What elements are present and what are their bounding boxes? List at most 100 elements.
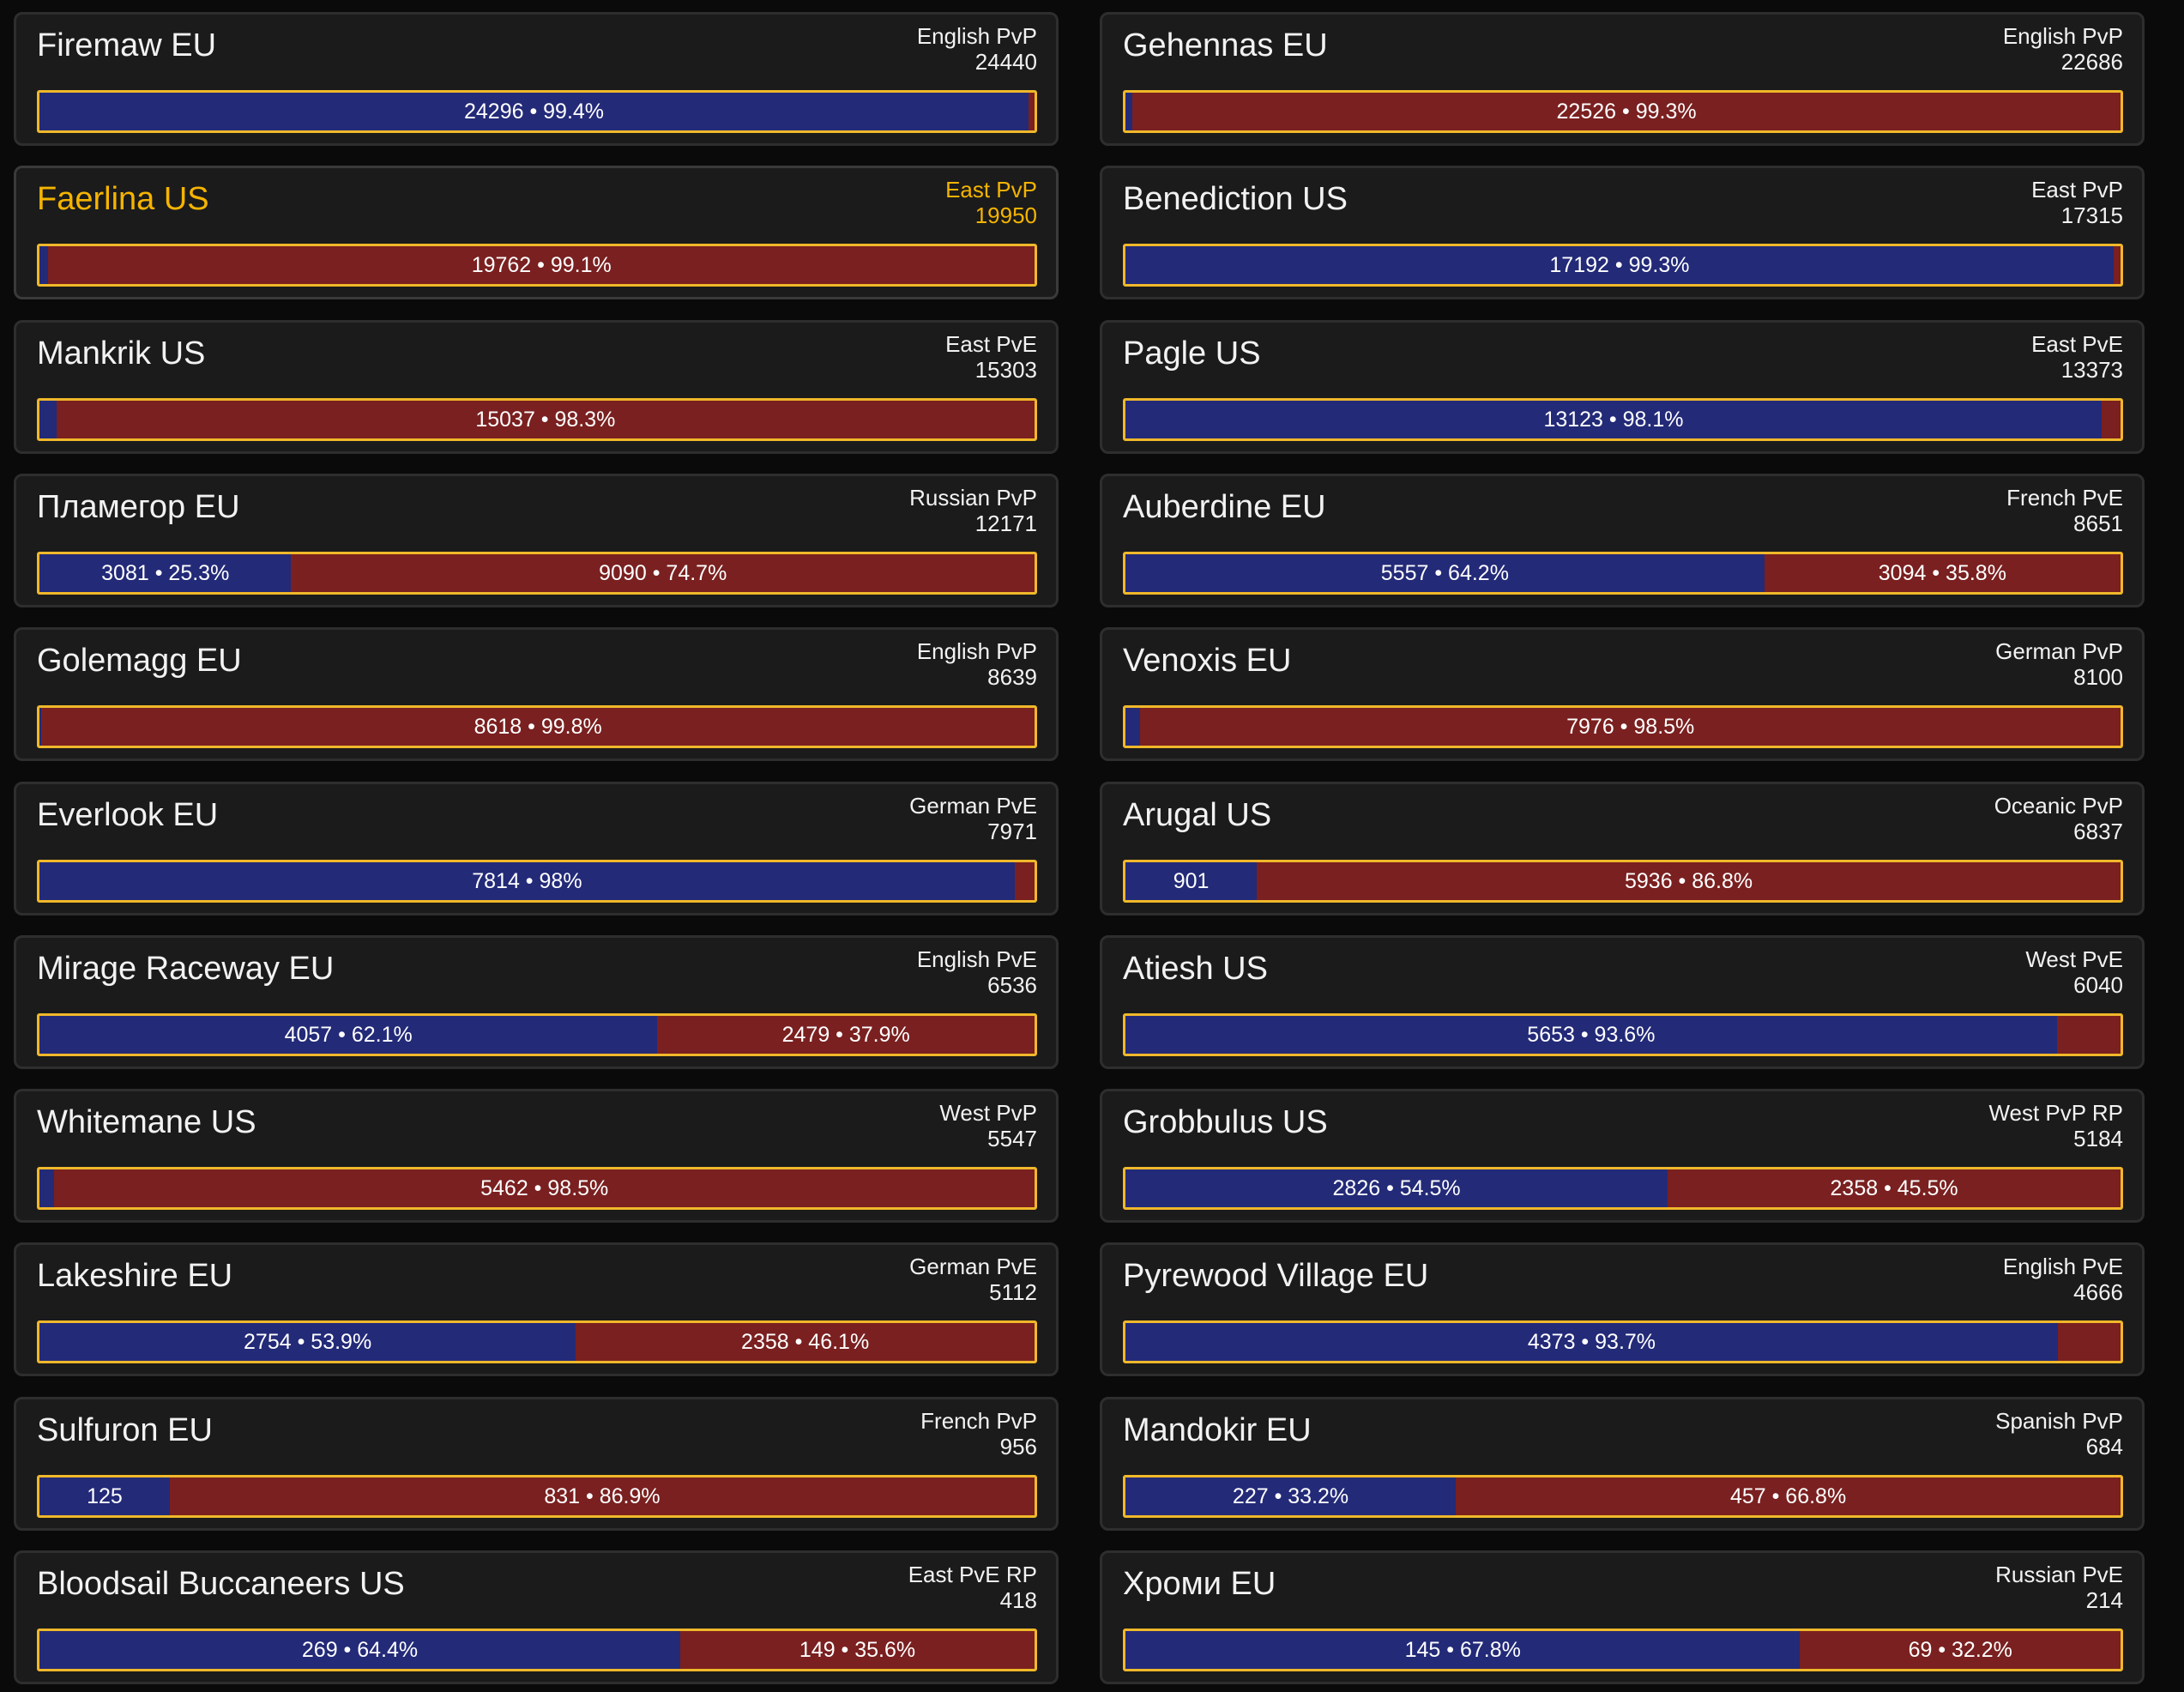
- realm-card[interactable]: Mankrik US East PvE 15303 15037 • 98.3%: [14, 320, 1059, 454]
- realm-name: Faerlina US: [37, 181, 209, 217]
- horde-segment: 7976 • 98.5%: [1140, 708, 2121, 746]
- realm-card[interactable]: Gehennas EU English PvP 22686 22526 • 99.3%: [1100, 12, 2145, 146]
- realm-card[interactable]: Auberdine EU French PvE 8651 5557 • 64.2% 30…: [1100, 474, 2145, 607]
- alliance-segment: 2826 • 54.5%: [1125, 1169, 1668, 1207]
- realm-card[interactable]: Хроми EU Russian PvE 214 145 • 67.8% 69 • 32…: [1100, 1550, 2145, 1684]
- alliance-segment: 145 • 67.8%: [1125, 1631, 1801, 1669]
- realm-type: Spanish PvP: [1995, 1408, 2123, 1434]
- faction-balance-bar: 2826 • 54.5% 2358 • 45.5%: [1123, 1167, 2123, 1210]
- horde-segment: 3094 • 35.8%: [1764, 554, 2121, 592]
- realm-type: West PvP: [939, 1100, 1037, 1126]
- realm-card[interactable]: Пламегор EU Russian PvP 12171 3081 • 25.3% 9…: [14, 474, 1059, 607]
- alliance-segment: 24296 • 99.4%: [39, 93, 1029, 130]
- alliance-segment: [39, 246, 49, 284]
- realm-type: English PvP: [916, 638, 1037, 664]
- realm-card[interactable]: Mirage Raceway EU English PvE 6536 4057 • 6…: [14, 935, 1059, 1069]
- realm-total: 13373: [2060, 357, 2123, 383]
- realm-type: English PvP: [2002, 23, 2123, 49]
- horde-segment: 22526 • 99.3%: [1132, 93, 2121, 130]
- realm-card[interactable]: Grobbulus US West PvP RP 5184 2826 • 54.5% 2…: [1100, 1089, 2145, 1223]
- horde-segment: 9090 • 74.7%: [291, 554, 1035, 592]
- realm-card[interactable]: Benediction US East PvP 17315 17192 • 99.3%: [1100, 166, 2145, 299]
- alliance-segment: [39, 401, 57, 438]
- realm-type: Oceanic PvP: [1994, 793, 2123, 819]
- realm-card[interactable]: Whitemane US West PvP 5547 5462 • 98.5%: [14, 1089, 1059, 1223]
- realm-type: West PvP RP: [1988, 1100, 2123, 1126]
- realm-card[interactable]: Everlook EU German PvE 7971 7814 • 98%: [14, 782, 1059, 915]
- alliance-segment: 3081 • 25.3%: [39, 554, 292, 592]
- alliance-segment: 901: [1125, 862, 1258, 900]
- faction-balance-bar: 145 • 67.8% 69 • 32.2%: [1123, 1629, 2123, 1671]
- alliance-segment: 7814 • 98%: [39, 862, 1015, 900]
- horde-segment: [2101, 401, 2121, 438]
- horde-segment: 5462 • 98.5%: [54, 1169, 1035, 1207]
- realm-total: 5112: [989, 1279, 1037, 1305]
- faction-balance-bar: 3081 • 25.3% 9090 • 74.7%: [37, 552, 1037, 595]
- realm-card[interactable]: Atiesh US West PvE 6040 5653 • 93.6%: [1100, 935, 2145, 1069]
- realm-total: 5547: [987, 1126, 1037, 1151]
- faction-balance-bar: 5653 • 93.6%: [1123, 1013, 2123, 1056]
- realm-total: 22686: [2060, 49, 2123, 75]
- faction-balance-bar: 125 831 • 86.9%: [37, 1475, 1037, 1518]
- realm-card[interactable]: Golemagg EU English PvP 8639 8618 • 99.8%: [14, 627, 1059, 761]
- horde-segment: [2113, 246, 2121, 284]
- realm-card[interactable]: Faerlina US East PvP 19950 19762 • 99.1%: [14, 166, 1059, 299]
- realm-type: East PvP: [2031, 177, 2123, 202]
- realm-name: Sulfuron EU: [37, 1412, 213, 1448]
- horde-segment: 5936 • 86.8%: [1257, 862, 2121, 900]
- realm-card[interactable]: Firemaw EU English PvP 24440 24296 • 99.4%: [14, 12, 1059, 146]
- horde-segment: 831 • 86.9%: [169, 1477, 1035, 1515]
- realm-total: 956: [999, 1434, 1037, 1459]
- faction-balance-bar: 24296 • 99.4%: [37, 90, 1037, 133]
- realm-card[interactable]: Venoxis EU German PvP 8100 7976 • 98.5%: [1100, 627, 2145, 761]
- realm-name: Atiesh US: [1123, 951, 1268, 987]
- realm-type: Russian PvP: [909, 485, 1037, 511]
- realm-type: East PvE: [945, 331, 1037, 357]
- realm-type: German PvE: [909, 1254, 1037, 1279]
- realm-name: Gehennas EU: [1123, 27, 1328, 63]
- realm-name: Bloodsail Buccaneers US: [37, 1566, 405, 1602]
- realm-name: Firemaw EU: [37, 27, 217, 63]
- realm-card[interactable]: Mandokir EU Spanish PvP 684 227 • 33.2% 457 …: [1100, 1397, 2145, 1531]
- realm-name: Pagle US: [1123, 335, 1261, 372]
- realm-card[interactable]: Bloodsail Buccaneers US East PvE RP 418 269…: [14, 1550, 1059, 1684]
- realm-card[interactable]: Pagle US East PvE 13373 13123 • 98.1%: [1100, 320, 2145, 454]
- realm-type: English PvP: [916, 23, 1037, 49]
- alliance-segment: [1125, 93, 1133, 130]
- horde-segment: 15037 • 98.3%: [56, 401, 1035, 438]
- realm-total: 17315: [2060, 202, 2123, 228]
- realm-name: Pyrewood Village EU: [1123, 1258, 1429, 1294]
- realm-card[interactable]: Sulfuron EU French PvP 956 125 831 • 86.9%: [14, 1397, 1059, 1531]
- faction-balance-bar: 901 5936 • 86.8%: [1123, 860, 2123, 903]
- faction-balance-bar: 227 • 33.2% 457 • 66.8%: [1123, 1475, 2123, 1518]
- realm-card[interactable]: Pyrewood Village EU English PvE 4666 4373 •…: [1100, 1242, 2145, 1376]
- realm-type: Russian PvE: [1995, 1562, 2123, 1587]
- faction-balance-bar: 17192 • 99.3%: [1123, 244, 2123, 287]
- faction-balance-bar: 4373 • 93.7%: [1123, 1320, 2123, 1363]
- horde-segment: [1014, 862, 1035, 900]
- realm-total: 4666: [2073, 1279, 2123, 1305]
- realm-total: 5184: [2073, 1126, 2123, 1151]
- realm-total: 214: [2085, 1587, 2123, 1613]
- realm-name: Пламегор EU: [37, 489, 240, 525]
- realm-type: East PvE: [2031, 331, 2123, 357]
- realm-type: German PvP: [1995, 638, 2123, 664]
- realm-card[interactable]: Arugal US Oceanic PvP 6837 901 5936 • 86.8%: [1100, 782, 2145, 915]
- realm-name: Everlook EU: [37, 797, 219, 833]
- realm-total: 24440: [974, 49, 1037, 75]
- alliance-segment: [39, 708, 42, 746]
- horde-segment: [1029, 93, 1035, 130]
- realm-name: Golemagg EU: [37, 643, 242, 679]
- realm-type: East PvP: [945, 177, 1037, 202]
- horde-segment: 19762 • 99.1%: [48, 246, 1035, 284]
- faction-balance-bar: 15037 • 98.3%: [37, 398, 1037, 441]
- horde-segment: 2358 • 46.1%: [576, 1323, 1035, 1361]
- faction-balance-bar: 2754 • 53.9% 2358 • 46.1%: [37, 1320, 1037, 1363]
- faction-balance-bar: 13123 • 98.1%: [1123, 398, 2123, 441]
- alliance-segment: 4057 • 62.1%: [39, 1016, 658, 1054]
- realm-total: 8100: [2073, 664, 2123, 690]
- horde-segment: 149 • 35.6%: [680, 1631, 1035, 1669]
- realm-card[interactable]: Lakeshire EU German PvE 5112 2754 • 53.9% 23…: [14, 1242, 1059, 1376]
- realm-total: 15303: [974, 357, 1037, 383]
- realm-total: 6837: [2073, 819, 2123, 844]
